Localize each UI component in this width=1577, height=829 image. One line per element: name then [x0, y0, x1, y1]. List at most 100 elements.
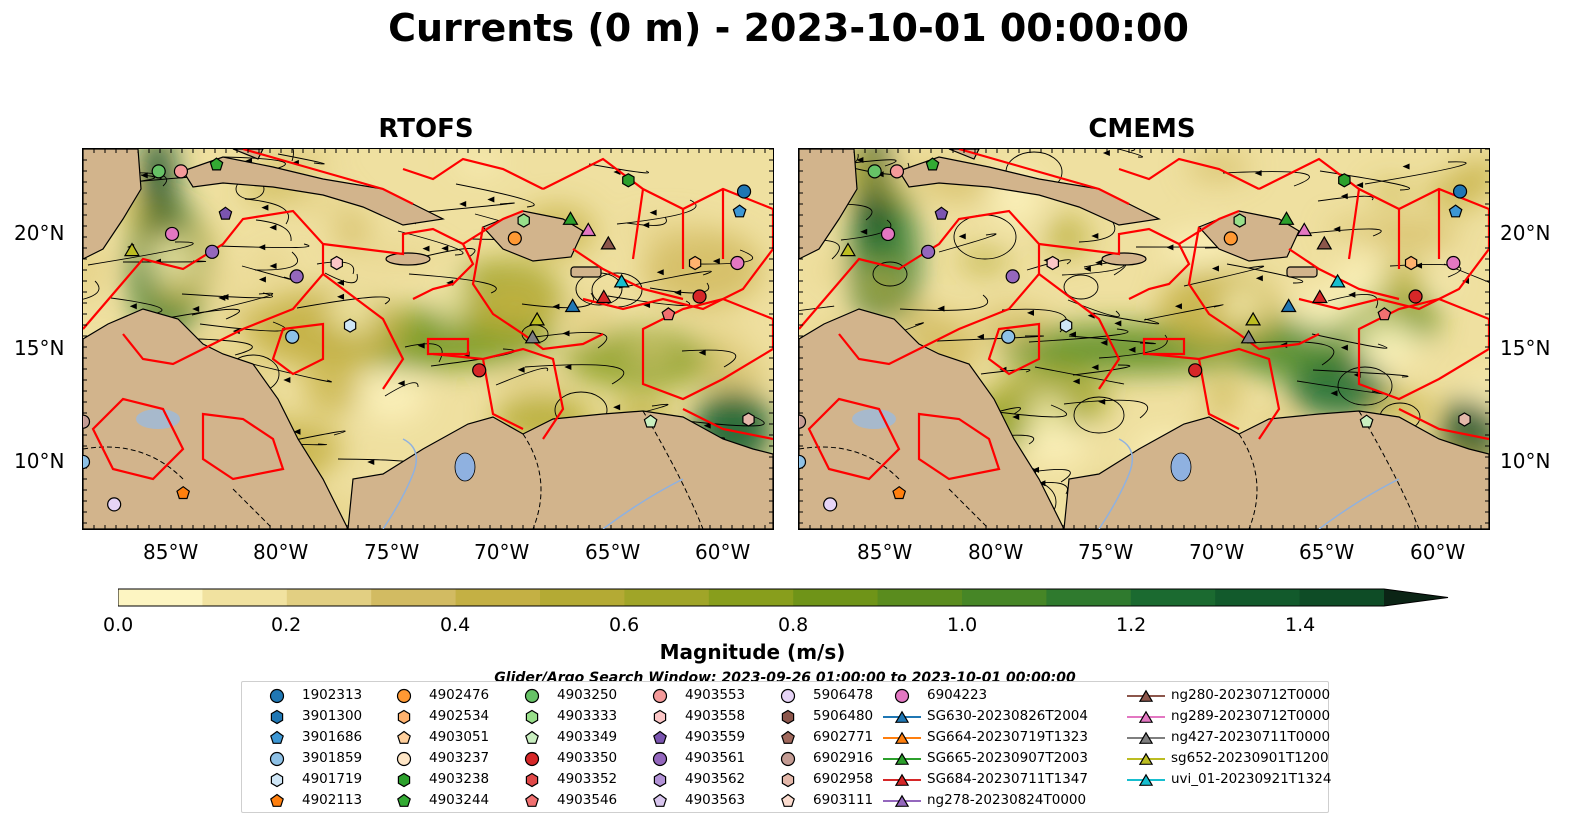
lat-label-left-20: 20°N	[14, 221, 65, 245]
observation-marker	[1005, 269, 1020, 284]
observation-marker	[622, 173, 635, 188]
circle-marker-icon	[894, 688, 910, 704]
observation-marker	[1059, 318, 1073, 333]
legend-label: ng427-20230711T0000	[1171, 729, 1331, 745]
lon-label-80w-left: 80°W	[253, 540, 309, 564]
observation-marker	[1001, 329, 1016, 344]
observation-marker	[83, 414, 91, 429]
river	[1318, 478, 1400, 529]
observation-marker	[1046, 255, 1059, 271]
river	[602, 478, 684, 529]
lon-label-75w-right: 75°W	[1078, 540, 1134, 564]
lat-label-left-15: 15°N	[14, 336, 65, 360]
observation-marker	[289, 269, 304, 284]
observation-marker	[330, 255, 343, 271]
circle-marker-icon	[269, 688, 285, 704]
legend-label: uvi_01-20230921T1324	[1171, 771, 1332, 787]
pentagon-marker-icon	[781, 730, 795, 744]
observation-marker	[151, 164, 166, 179]
colorbar-gradient	[117, 588, 1449, 607]
legend-label: SG664-20230719T1323	[927, 729, 1088, 745]
lat-label-left-10: 10°N	[14, 449, 65, 473]
hexagon-marker-icon	[525, 772, 539, 788]
river	[382, 438, 418, 529]
pentagon-marker-icon	[781, 793, 795, 807]
legend-label: 4903563	[685, 792, 746, 808]
observation-marker	[209, 157, 224, 171]
triangle-marker-icon	[883, 731, 921, 744]
triangle-marker-icon	[883, 794, 921, 807]
observation-marker	[1316, 235, 1333, 250]
map-panel-cmems	[798, 148, 1490, 530]
observation-marker	[524, 329, 541, 344]
land	[83, 149, 773, 529]
hexagon-marker-icon	[781, 772, 795, 788]
legend-label: 3901859	[302, 750, 363, 766]
observation-marker	[176, 485, 191, 500]
observation-marker	[204, 244, 220, 259]
legend-label: sg652-20230901T1200	[1171, 750, 1329, 766]
lat-label-right-10: 10°N	[1500, 449, 1551, 473]
observation-marker	[517, 213, 530, 228]
observation-marker	[925, 157, 940, 171]
map-panel-rtofs	[82, 148, 774, 530]
legend-label: 4902534	[429, 708, 490, 724]
observation-marker	[173, 164, 189, 179]
legend-label: 4903237	[429, 750, 490, 766]
observation-marker	[164, 226, 180, 242]
legend-label: 4902113	[302, 792, 363, 808]
circle-marker-icon	[780, 688, 796, 704]
legend-label: 4903561	[685, 750, 746, 766]
observation-marker	[107, 497, 122, 512]
lon-label-80w-right: 80°W	[968, 540, 1024, 564]
lat-label-right-15: 15°N	[1500, 336, 1551, 360]
observation-marker	[1280, 298, 1297, 313]
colorbar-tick-4: 0.8	[778, 614, 809, 636]
land	[799, 149, 1489, 529]
observation-marker	[1452, 184, 1468, 199]
legend-label: 6902958	[813, 771, 874, 787]
observation-marker	[892, 485, 907, 500]
panel-title-rtofs: RTOFS	[378, 114, 474, 144]
hexagon-marker-icon	[781, 709, 795, 725]
lon-label-75w-left: 75°W	[364, 540, 420, 564]
observation-marker	[661, 307, 676, 321]
triangle-marker-icon	[1127, 773, 1165, 786]
legend-label: 5906480	[813, 708, 874, 724]
observation-marker	[613, 273, 630, 288]
observation-marker	[1408, 289, 1423, 304]
observation-marker	[730, 255, 745, 271]
observation-marker	[823, 497, 838, 512]
legend-label: 4903350	[557, 750, 618, 766]
triangle-marker-icon	[883, 773, 921, 786]
legend-label: 4903250	[557, 687, 618, 703]
legend-label: ng289-20230712T0000	[1171, 708, 1331, 724]
observation-marker	[799, 454, 807, 470]
colorbar-tick-5: 1.0	[947, 614, 978, 636]
observation-marker	[123, 242, 140, 257]
legend-label: 4901719	[302, 771, 363, 787]
colorbar-tick-3: 0.6	[609, 614, 640, 636]
circle-marker-icon	[396, 688, 412, 704]
observation-marker	[736, 184, 752, 199]
legend-label: 5906478	[813, 687, 874, 703]
circle-marker-icon	[652, 751, 668, 767]
colorbar-tick-0: 0.0	[103, 614, 134, 636]
observation-marker	[732, 204, 747, 218]
observation-marker	[564, 298, 581, 313]
observation-marker	[839, 242, 856, 257]
observation-marker	[472, 363, 487, 378]
hexagon-marker-icon	[397, 709, 411, 725]
lon-label-60w-right: 60°W	[1410, 540, 1466, 564]
observation-marker	[1233, 213, 1246, 228]
legend-label: 6902771	[813, 729, 874, 745]
observation-marker	[799, 414, 807, 429]
legend-label: 4903333	[557, 708, 618, 724]
legend-label: 4903051	[429, 729, 490, 745]
legend-label: ng280-20230712T0000	[1171, 687, 1331, 703]
observation-marker	[529, 311, 546, 326]
legend-label: 4903238	[429, 771, 490, 787]
legend-label: 4903559	[685, 729, 746, 745]
legend-label: 6903111	[813, 792, 874, 808]
legend-label: 4902476	[429, 687, 490, 703]
